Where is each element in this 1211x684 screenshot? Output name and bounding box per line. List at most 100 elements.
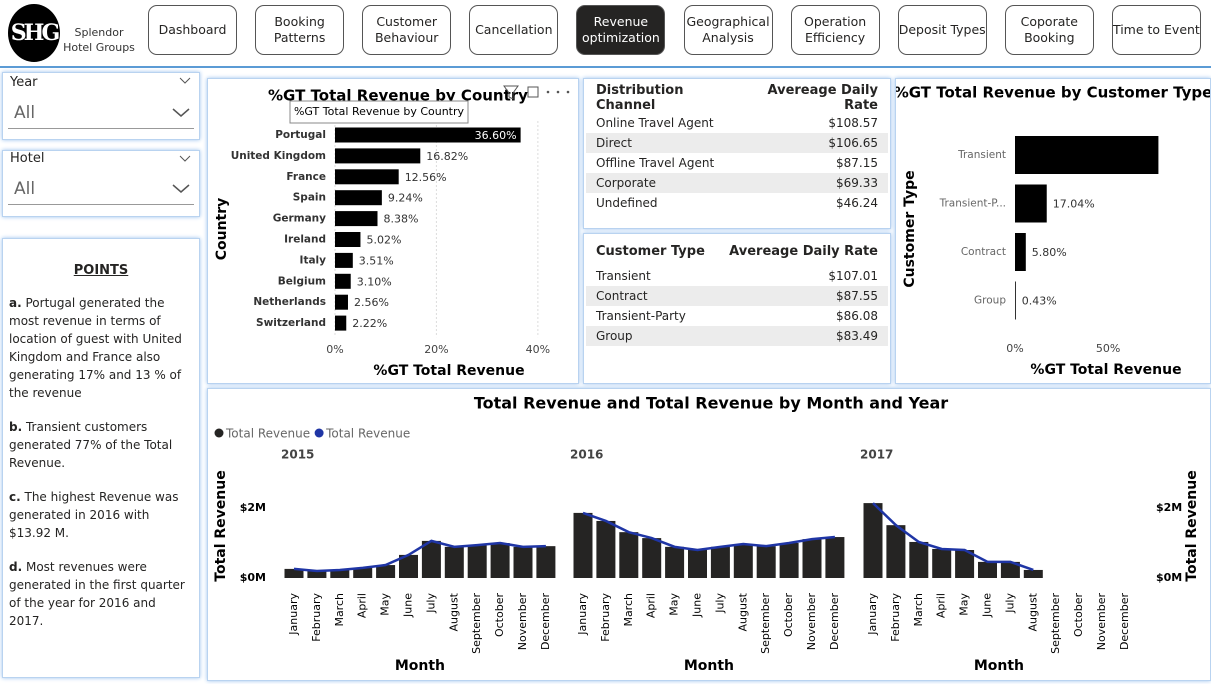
- bar: [802, 539, 822, 578]
- chevron: [172, 184, 190, 193]
- y-tick-label: Transient: [957, 149, 1006, 161]
- x-tick-label: 0%: [1006, 342, 1023, 355]
- x-tick-label: January: [576, 593, 589, 636]
- x-tick-label: August: [447, 592, 460, 631]
- customer-type-chart: %GT Total Revenue by Customer Type 0% 50% T…: [894, 84, 1211, 379]
- x-tick-label: June: [981, 593, 994, 618]
- legend-label: Total Revenue: [325, 427, 410, 441]
- column-header[interactable]: Avereage Daily Rate: [767, 83, 879, 113]
- bar: [710, 546, 730, 578]
- bar: [467, 545, 487, 578]
- country-panel: %GT Total Revenue by Country 0% 20% 40% Port…: [207, 78, 579, 384]
- logo: SHG: [8, 4, 60, 62]
- nav-button[interactable]: Cancellation: [469, 5, 559, 55]
- column-header[interactable]: Customer Type: [596, 243, 705, 259]
- x-tick-label: March: [333, 593, 346, 627]
- nav-button[interactable]: Deposit Types: [897, 5, 987, 55]
- table-row: Corporate $69.33: [586, 173, 888, 193]
- hotel-filter[interactable]: Hotel All: [2, 150, 200, 217]
- points-panel: POINTS a. Portugal generated the most re…: [2, 238, 200, 678]
- x-tick-label: July: [1003, 593, 1016, 614]
- column-header[interactable]: Avereage Daily Rate: [729, 243, 878, 259]
- x-tick-label: January: [866, 593, 879, 636]
- filter-box[interactable]: All: [8, 174, 194, 205]
- name-cell: Direct: [596, 136, 632, 150]
- name-cell: Transient-Party: [596, 309, 686, 323]
- chart-title: %GT Total Revenue by Customer Type: [896, 84, 1210, 102]
- nav-button[interactable]: Booking Patterns: [255, 5, 345, 55]
- data-label: 3.10%: [357, 275, 392, 288]
- y-tick-label: Switzerland: [256, 317, 326, 329]
- point-marker: a.: [9, 296, 22, 310]
- bar: [932, 548, 952, 578]
- data-label: 2.22%: [352, 317, 387, 330]
- rate-cell: $108.57: [828, 116, 878, 130]
- bar: [825, 537, 845, 578]
- more-icon[interactable]: [556, 90, 560, 94]
- filter-value: All: [14, 103, 36, 123]
- y-tick-label: $2M: [240, 501, 266, 514]
- rate-cell: $87.55: [836, 289, 878, 303]
- bar: [733, 544, 753, 578]
- x-axis-title: Month: [395, 658, 445, 674]
- column-header[interactable]: Distribution Channel: [596, 83, 684, 113]
- header-rule: [0, 66, 1211, 68]
- x-tick-label: October: [782, 593, 795, 637]
- x-tick-label: 0%: [326, 343, 343, 356]
- header-row: Customer Type Avereage Daily Rate: [586, 236, 888, 266]
- x-axis-title: Month: [684, 658, 734, 674]
- point: b. Transient customers generated 77% of …: [9, 418, 193, 472]
- nav-button[interactable]: Operation Efficiency: [790, 5, 880, 55]
- filter-label: Year: [10, 75, 38, 90]
- x-tick-label: October: [1072, 593, 1085, 637]
- y-tick-label: Transient-P...: [939, 198, 1006, 210]
- filter-box[interactable]: All: [8, 98, 194, 129]
- more-icon[interactable]: [566, 90, 570, 94]
- x-tick-label: September: [759, 593, 772, 654]
- x-tick-label: February: [889, 593, 902, 642]
- x-tick-label: May: [379, 593, 392, 616]
- nav-button[interactable]: Geographical Analysis: [683, 5, 773, 55]
- rate-cell: $86.08: [836, 309, 878, 323]
- nav-button[interactable]: Dashboard: [148, 5, 237, 55]
- y-tick-label: United Kingdom: [231, 150, 326, 162]
- bar: [335, 315, 347, 331]
- y-tick-label: Belgium: [278, 275, 326, 287]
- x-tick-label: April: [645, 593, 658, 618]
- focus-icon[interactable]: [527, 86, 539, 98]
- year-filter[interactable]: Year All: [2, 72, 200, 140]
- channel-table: Distribution Channel Avereage Daily Rate O…: [586, 83, 888, 213]
- bar: [376, 565, 396, 578]
- nav-button[interactable]: Customer Behaviour: [362, 5, 452, 55]
- data-label: 8.38%: [383, 213, 418, 226]
- x-tick-label: November: [1095, 593, 1108, 651]
- bar: [335, 148, 421, 164]
- name-cell: Corporate: [596, 176, 656, 190]
- x-tick-label: November: [516, 593, 529, 651]
- x-axis-title: %GT Total Revenue: [373, 363, 524, 379]
- x-tick-label: April: [356, 593, 369, 618]
- bar: [909, 541, 929, 578]
- bar: [335, 294, 348, 310]
- bar: [490, 543, 510, 578]
- bar: [335, 169, 399, 185]
- nav-button[interactable]: Time to Event: [1111, 5, 1201, 55]
- table-row: Direct $106.65: [586, 133, 888, 153]
- filter-icon[interactable]: [503, 85, 519, 100]
- y2-axis-title: Total Revenue: [1184, 470, 1200, 581]
- point: a. Portugal generated the most revenue i…: [9, 294, 193, 402]
- x-tick-label: 20%: [424, 343, 448, 356]
- bar: [573, 512, 593, 578]
- nav-button[interactable]: Revenue optimization: [576, 5, 666, 55]
- y-tick-label: Germany: [273, 213, 326, 225]
- bar: [536, 546, 556, 578]
- x-tick-label: May: [958, 593, 971, 616]
- more-icon[interactable]: [546, 90, 550, 94]
- nav-button[interactable]: Coporate Booking: [1004, 5, 1094, 55]
- y-tick-label: France: [286, 171, 326, 183]
- point-text: Most revenues were generated in the firs…: [9, 560, 185, 628]
- table-row: Transient $107.01: [586, 266, 888, 286]
- x-tick-label: August: [1026, 592, 1039, 631]
- name-cell: Undefined: [596, 196, 658, 210]
